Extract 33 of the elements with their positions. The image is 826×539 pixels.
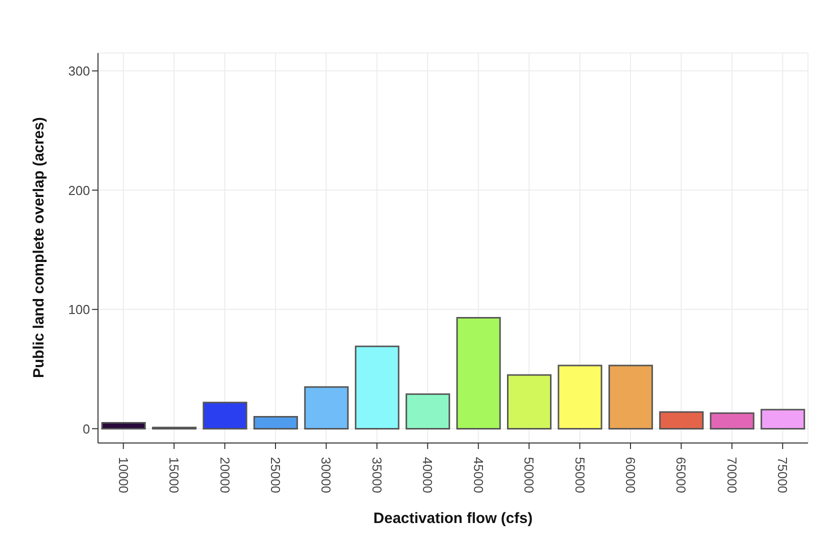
x-tick-label: 25000 [268, 457, 283, 494]
y-tick-label: 0 [82, 421, 90, 436]
x-tick-label: 50000 [522, 457, 537, 494]
bar [101, 422, 146, 430]
bar [507, 374, 552, 430]
x-tick-label: 20000 [217, 457, 232, 494]
y-axis-title: Public land complete overlap (acres) [30, 117, 48, 378]
x-tick-label: 10000 [116, 457, 131, 494]
bar [253, 416, 298, 430]
bar [659, 411, 704, 430]
y-tick-label: 300 [68, 64, 90, 79]
y-tick-label: 200 [68, 182, 90, 198]
bar [608, 364, 653, 430]
x-tick-label: 70000 [724, 457, 740, 494]
x-tick-label: 40000 [420, 457, 436, 494]
x-tick-label: 60000 [623, 457, 638, 494]
bar [406, 393, 450, 430]
y-tick-label: 100 [68, 302, 90, 318]
bar [354, 346, 400, 430]
x-tick-label: 55000 [572, 457, 588, 494]
bar [304, 386, 349, 430]
x-tick-label: 45000 [470, 457, 486, 494]
bar [710, 412, 754, 430]
x-tick-label: 75000 [775, 457, 790, 494]
x-tick-label: 15000 [166, 457, 182, 494]
x-axis-title: Deactivation flow (cfs) [373, 510, 533, 527]
x-tick-label: 35000 [369, 457, 384, 494]
bar [202, 402, 248, 430]
x-tick-label: 65000 [674, 457, 689, 494]
bar [760, 408, 806, 430]
x-tick-label: 30000 [318, 457, 334, 494]
bar [558, 364, 602, 430]
bar [456, 317, 501, 430]
